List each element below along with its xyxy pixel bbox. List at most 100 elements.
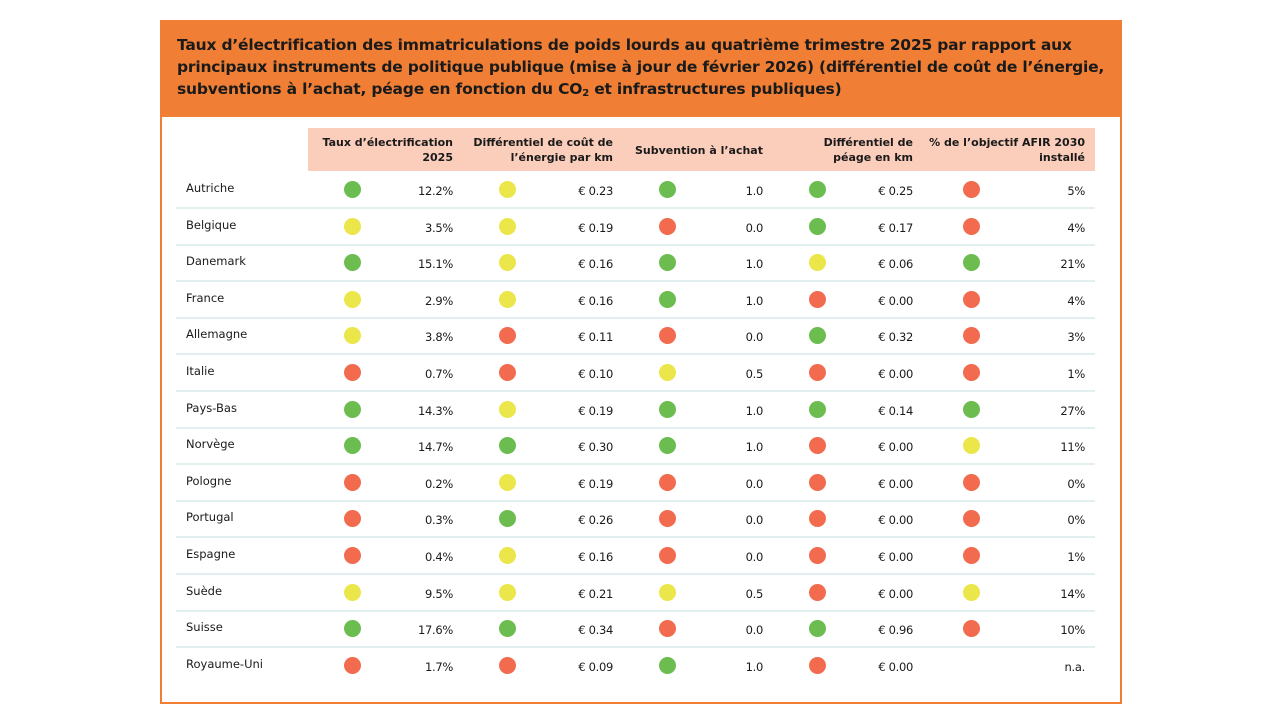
status-dot-red [659, 510, 676, 528]
cell-value-afir: 14% [1060, 586, 1085, 601]
status-dot-green [809, 217, 826, 235]
status-dot-green [809, 181, 826, 198]
cell-value-afir: 21% [1060, 257, 1085, 272]
status-dot-green [344, 400, 361, 418]
country-name: Belgique [186, 217, 237, 232]
cell-value-toll: € 0.00 [878, 659, 913, 674]
row-divider [176, 390, 1095, 392]
cell-value-energy: € 0.16 [578, 293, 613, 308]
cell-value-toll: € 0.00 [878, 586, 913, 601]
cell-value-energy: € 0.30 [578, 440, 613, 455]
status-dot-green [659, 437, 676, 455]
status-dot-green [809, 327, 826, 345]
status-dot-yellow [499, 181, 516, 198]
status-dot-yellow [499, 217, 516, 235]
status-dot-red [963, 547, 980, 564]
status-dot-yellow [809, 254, 826, 272]
status-dot-yellow [499, 583, 516, 601]
status-dot-red [963, 364, 980, 381]
cell-value-afir: 4% [1067, 293, 1085, 308]
row-divider [176, 536, 1095, 539]
column-header-line: % de l’objectif AFIR 2030 [929, 136, 1085, 149]
status-dot-green [963, 400, 980, 418]
status-dot-red [659, 620, 676, 638]
status-dot-green [659, 254, 676, 272]
table-header: Taux d’électrification 2025 Différentiel d… [308, 128, 1095, 171]
status-dot-red [963, 510, 980, 528]
title-subscript: 2 [582, 88, 590, 99]
cell-value-elec: 15.1% [417, 257, 453, 272]
country-name: Espagne [186, 547, 236, 561]
title-line-2: principaux instruments de politique publ… [177, 58, 1105, 76]
title-line-3: subventions à l’achat, péage en fonction… [177, 78, 1107, 100]
cell-value-energy: € 0.23 [578, 184, 613, 198]
status-dot-green [344, 437, 361, 455]
cell-value-elec: 1.7% [424, 659, 453, 674]
title-line-3-b: et infrastructures publiques) [589, 80, 842, 98]
cell-value-subsidy: 1.0 [745, 184, 764, 198]
cell-value-subsidy: 0.0 [745, 220, 764, 235]
cell-value-elec: 0.7% [424, 367, 453, 381]
status-dot-red [963, 290, 980, 308]
country-name: Italie [186, 364, 215, 378]
cell-value-subsidy: 0.0 [745, 476, 764, 491]
cell-value-elec: 14.3% [417, 403, 453, 418]
status-dot-red [963, 473, 980, 491]
cell-value-subsidy: 0.0 [745, 330, 764, 345]
column-header-subsidy: Subvention à l’achat [635, 143, 763, 158]
status-dot-red [344, 510, 361, 528]
cell-value-afir: 10% [1060, 623, 1085, 638]
column-header-line: Différentiel de [823, 136, 913, 149]
status-dot-red [659, 217, 676, 235]
cell-value-energy: € 0.16 [578, 550, 613, 564]
status-dot-red [499, 327, 516, 345]
table-row: Norvège 14.7% € 0.30 1.0 € 0.00 11% [176, 434, 1095, 470]
row-divider [176, 243, 1095, 246]
column-header-elec: Taux d’électrification 2025 [323, 135, 454, 165]
status-dot-red [659, 473, 676, 491]
cell-value-afir: 4% [1067, 220, 1085, 235]
country-name: Suisse [186, 620, 223, 635]
status-dot-red [499, 656, 516, 674]
cell-value-afir: 5% [1067, 184, 1085, 198]
country-name: Pologne [186, 473, 232, 488]
status-dot-red [659, 327, 676, 345]
row-divider [176, 609, 1095, 612]
column-header-energy: Différentiel de coût de l’énergie par km [473, 135, 613, 165]
status-dot-green [659, 400, 676, 418]
status-dot-green [344, 254, 361, 272]
column-header-line: Taux d’électrification [322, 136, 454, 149]
cell-value-toll: € 0.25 [878, 184, 913, 198]
table-row: Autriche 12.2% € 0.23 1.0 € 0.25 5% [176, 178, 1095, 214]
cell-value-elec: 3.5% [424, 220, 453, 235]
table-row: France 2.9% € 0.16 1.0 € 0.00 4% [176, 288, 1095, 324]
country-name: Suède [186, 583, 223, 598]
table-row: Suède 9.5% € 0.21 0.5 € 0.00 14% [176, 581, 1095, 617]
status-dot-red [809, 473, 826, 491]
status-dot-green [659, 290, 676, 308]
cell-value-elec: 12.2% [417, 184, 453, 198]
cell-value-elec: 3.8% [424, 330, 453, 345]
country-name: Autriche [186, 181, 235, 195]
column-header-line: installé [1039, 151, 1085, 164]
cell-value-toll: € 0.17 [878, 220, 913, 235]
row-divider [176, 426, 1095, 429]
status-dot-red [809, 290, 826, 308]
cell-value-subsidy: 1.0 [745, 257, 764, 272]
status-dot-red [963, 620, 980, 638]
cell-value-energy: € 0.19 [578, 476, 613, 491]
column-header-toll: Différentiel de péage en km [824, 135, 913, 165]
status-dot-red [809, 437, 826, 455]
row-divider [176, 280, 1095, 283]
status-dot-red [963, 181, 980, 198]
status-dot-green [499, 510, 516, 528]
cell-value-energy: € 0.11 [578, 330, 613, 345]
cell-value-afir: 0% [1067, 476, 1085, 491]
status-dot-green [809, 620, 826, 638]
cell-value-subsidy: 0.5 [745, 367, 764, 381]
cell-value-elec: 0.4% [424, 550, 453, 564]
status-dot-yellow [963, 583, 980, 601]
status-dot-green [344, 620, 361, 638]
status-dot-yellow [499, 254, 516, 272]
status-dot-green [499, 437, 516, 455]
